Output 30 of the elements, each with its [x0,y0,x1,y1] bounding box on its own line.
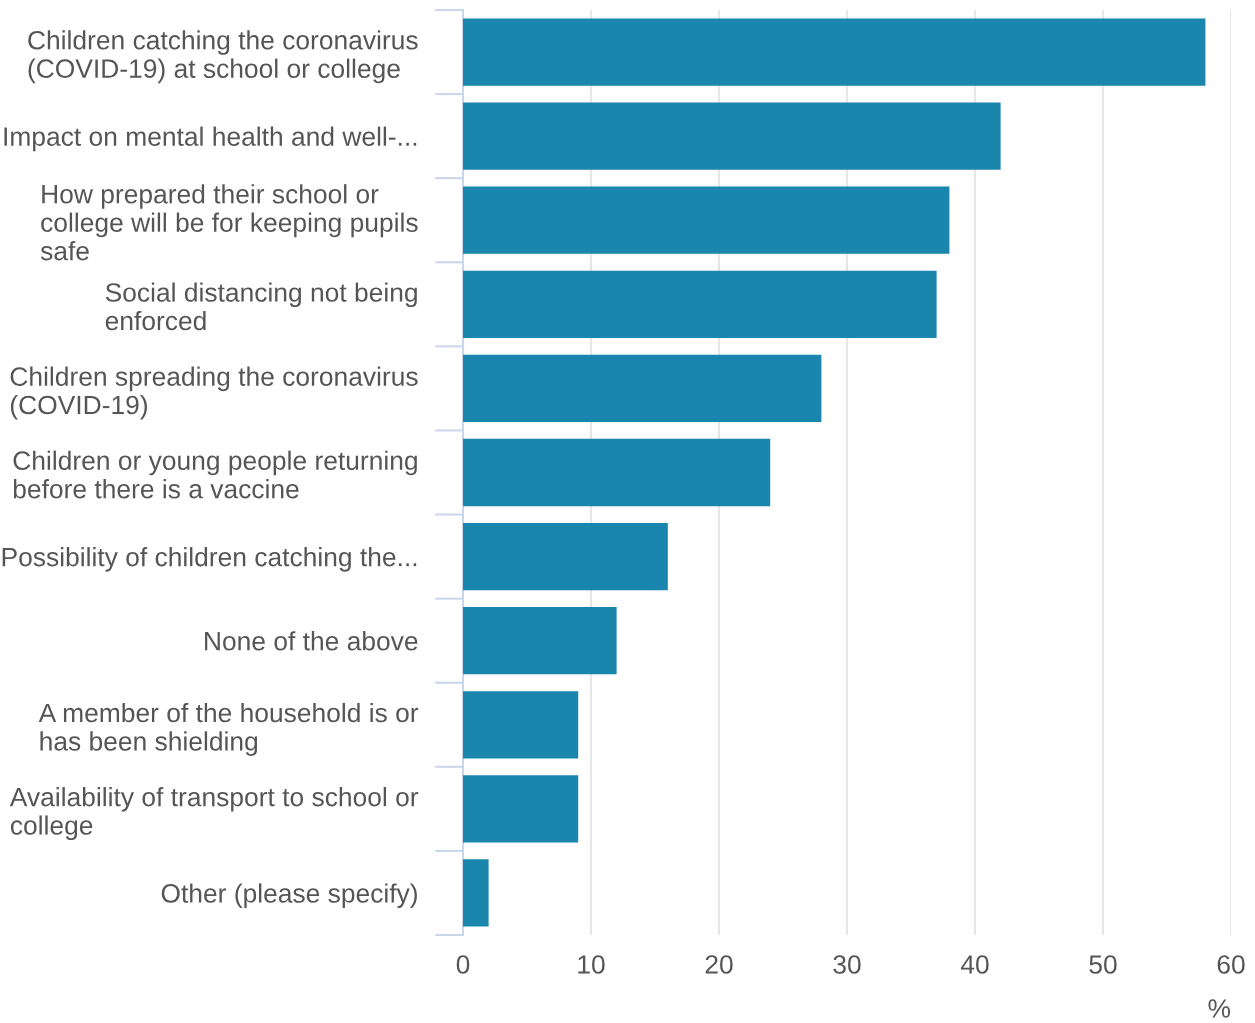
x-tick-label: 50 [1089,955,1117,974]
bar [463,18,1206,86]
x-tick-label: 60 [1217,955,1245,974]
bar [463,775,579,843]
bar [463,522,668,591]
x-tick-label: 20 [705,955,733,974]
bar [463,438,771,507]
bar [463,270,937,338]
x-tick-label: 10 [578,955,605,974]
y-tick-label: Children catching the coronavirus (COVID-19) at school or college [28,30,418,84]
y-tick-label: Social distancing not being enforced [105,282,417,331]
bar [463,859,489,927]
bar [463,186,950,254]
y-tick-label: A member of the household is or has been shielding [38,702,419,756]
x-tick-label: 30 [833,955,861,974]
x-tick-label: 40 [960,955,989,974]
y-tick-label: Availability of transport to school or college [9,787,419,841]
bar [463,354,822,423]
y-tick-label: Other (please specify) [161,883,417,908]
y-tick-label: Possibility of children catching the... [2,547,417,572]
y-tick-label: None of the above [205,631,418,651]
bar [463,102,1001,170]
x-tick-label: 0 [456,955,470,974]
bar [463,691,579,759]
y-tick-label: Impact on mental health and well-... [4,126,417,152]
bar [463,607,617,675]
y-tick-label: Children spreading the coronavirus (COVID-19) [10,366,418,420]
y-tick-label: How prepared their school or college will be for keeping pupils safe [40,184,418,261]
y-tick-label: Children or young people returning before there is a vaccine [13,450,417,499]
x-axis-title: % [1208,999,1231,1018]
